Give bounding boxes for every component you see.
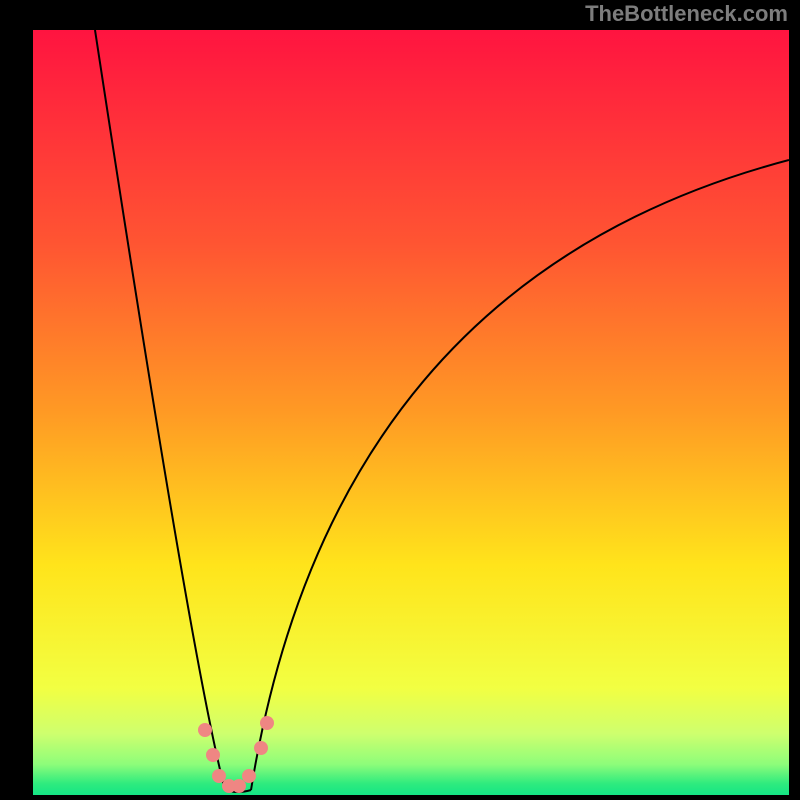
data-dot	[206, 748, 220, 762]
data-dot	[242, 769, 256, 783]
data-dot	[260, 716, 274, 730]
data-dot	[232, 779, 246, 793]
curve-left	[95, 30, 225, 790]
plot-svg	[33, 30, 789, 795]
data-dot	[254, 741, 268, 755]
data-dot	[198, 723, 212, 737]
root-stage: TheBottleneck.com	[0, 0, 800, 800]
plot-area	[33, 30, 789, 795]
data-dot	[212, 769, 226, 783]
dots-group	[198, 716, 274, 793]
watermark-text: TheBottleneck.com	[585, 1, 788, 27]
curve-right	[251, 160, 789, 790]
